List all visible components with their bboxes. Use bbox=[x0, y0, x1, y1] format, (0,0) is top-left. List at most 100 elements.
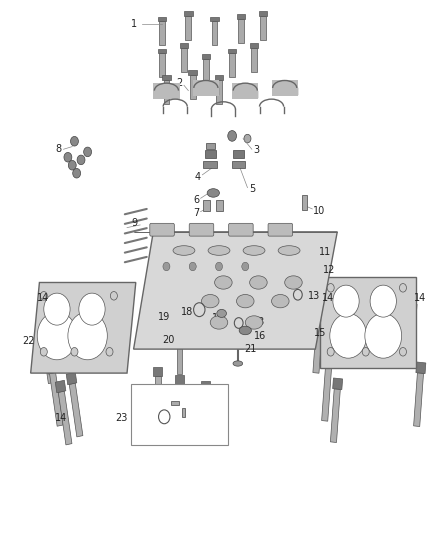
Polygon shape bbox=[134, 232, 337, 349]
Bar bbox=[215, 75, 223, 80]
Ellipse shape bbox=[243, 246, 265, 255]
Circle shape bbox=[399, 348, 406, 356]
Bar bbox=[181, 48, 187, 72]
Bar bbox=[232, 161, 245, 168]
Circle shape bbox=[305, 264, 312, 272]
Bar bbox=[272, 80, 298, 96]
Bar bbox=[413, 373, 424, 426]
Bar bbox=[188, 70, 197, 75]
Text: 22: 22 bbox=[22, 336, 35, 346]
Bar bbox=[163, 80, 169, 104]
Bar bbox=[237, 14, 245, 19]
Bar bbox=[180, 43, 188, 48]
Bar bbox=[228, 49, 237, 53]
Bar bbox=[184, 11, 193, 16]
Circle shape bbox=[228, 131, 237, 141]
Circle shape bbox=[77, 155, 85, 165]
Circle shape bbox=[362, 348, 369, 356]
FancyBboxPatch shape bbox=[268, 223, 293, 236]
Bar bbox=[230, 53, 235, 77]
Circle shape bbox=[192, 401, 198, 409]
FancyBboxPatch shape bbox=[131, 384, 228, 445]
Text: 5: 5 bbox=[249, 184, 255, 194]
Bar bbox=[153, 83, 180, 99]
Circle shape bbox=[71, 348, 78, 356]
Ellipse shape bbox=[207, 189, 219, 197]
Circle shape bbox=[244, 134, 251, 143]
Bar bbox=[333, 378, 343, 390]
Bar bbox=[182, 408, 185, 417]
Circle shape bbox=[44, 293, 70, 325]
Text: 19: 19 bbox=[158, 312, 170, 322]
Circle shape bbox=[79, 293, 105, 325]
Circle shape bbox=[327, 284, 334, 292]
Ellipse shape bbox=[278, 246, 300, 255]
Ellipse shape bbox=[245, 316, 263, 329]
Bar bbox=[313, 319, 323, 373]
Bar bbox=[250, 43, 258, 48]
Bar bbox=[258, 11, 267, 16]
Bar bbox=[155, 376, 161, 418]
Bar bbox=[330, 389, 340, 442]
Circle shape bbox=[37, 312, 77, 360]
Circle shape bbox=[64, 152, 72, 162]
Bar bbox=[324, 357, 334, 368]
Circle shape bbox=[327, 348, 334, 356]
Text: 15: 15 bbox=[314, 328, 326, 338]
Circle shape bbox=[71, 136, 78, 146]
Circle shape bbox=[193, 414, 201, 423]
Bar bbox=[186, 16, 191, 40]
Bar bbox=[232, 83, 258, 99]
Text: 7: 7 bbox=[193, 208, 199, 218]
Circle shape bbox=[215, 262, 223, 271]
Bar bbox=[260, 16, 265, 40]
Bar bbox=[407, 303, 417, 315]
Circle shape bbox=[365, 313, 402, 358]
Bar bbox=[201, 381, 210, 389]
Bar bbox=[153, 367, 162, 376]
Bar bbox=[159, 21, 165, 45]
Ellipse shape bbox=[173, 246, 195, 255]
Bar bbox=[175, 375, 184, 384]
Circle shape bbox=[40, 348, 47, 356]
Ellipse shape bbox=[215, 276, 232, 289]
Circle shape bbox=[110, 292, 117, 300]
Ellipse shape bbox=[272, 294, 289, 308]
Circle shape bbox=[84, 147, 92, 157]
Circle shape bbox=[163, 262, 170, 271]
Bar bbox=[210, 17, 219, 21]
Bar bbox=[177, 337, 182, 374]
Bar bbox=[177, 384, 183, 426]
Bar bbox=[58, 391, 72, 445]
Ellipse shape bbox=[208, 246, 230, 255]
Bar bbox=[171, 401, 179, 405]
Bar bbox=[416, 362, 426, 374]
Text: 10: 10 bbox=[313, 206, 325, 215]
Circle shape bbox=[333, 285, 359, 317]
Polygon shape bbox=[320, 277, 416, 368]
Bar bbox=[201, 54, 210, 59]
Bar bbox=[216, 80, 222, 104]
Polygon shape bbox=[31, 282, 136, 373]
Bar bbox=[158, 49, 166, 53]
Text: 23: 23 bbox=[116, 413, 128, 423]
Bar bbox=[190, 75, 195, 99]
Text: 6: 6 bbox=[193, 195, 199, 205]
Bar bbox=[193, 80, 219, 96]
Bar bbox=[49, 373, 63, 426]
Circle shape bbox=[40, 292, 47, 300]
Bar bbox=[206, 143, 215, 149]
Ellipse shape bbox=[217, 309, 226, 318]
FancyBboxPatch shape bbox=[189, 223, 214, 236]
Bar bbox=[251, 48, 257, 72]
Ellipse shape bbox=[285, 276, 302, 289]
Text: 20: 20 bbox=[162, 335, 175, 345]
Circle shape bbox=[399, 284, 406, 292]
Text: 12: 12 bbox=[323, 265, 336, 275]
Bar bbox=[159, 53, 165, 77]
Circle shape bbox=[68, 160, 76, 170]
Bar bbox=[321, 367, 332, 421]
Bar bbox=[46, 361, 57, 374]
Bar bbox=[173, 305, 181, 312]
Bar bbox=[203, 200, 210, 211]
